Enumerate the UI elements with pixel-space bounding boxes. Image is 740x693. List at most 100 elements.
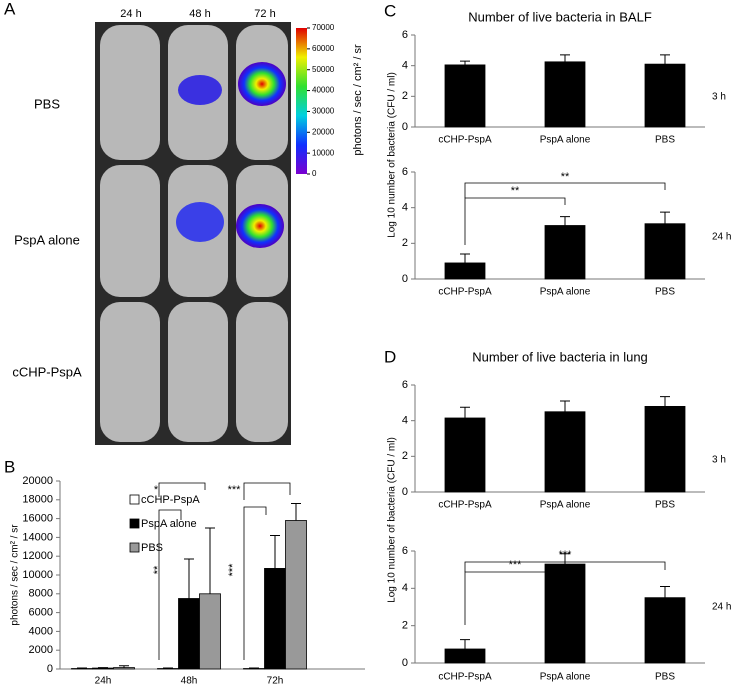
error-bar	[460, 407, 470, 418]
bar	[93, 668, 114, 669]
legend-swatch	[130, 543, 139, 552]
colorbar-label: photons / sec / cm² / sr	[352, 44, 364, 156]
y-axis-label: Log 10 number of bacteria (CFU / ml)	[387, 72, 398, 238]
bar	[286, 520, 307, 669]
colorbar-tick-label: 60000	[312, 44, 335, 53]
y-tick-label: 18000	[22, 494, 53, 506]
bar	[445, 649, 485, 663]
y-tick-label: 6	[402, 166, 408, 178]
bar	[545, 412, 585, 492]
significance-bracket	[159, 510, 181, 660]
significance-bracket	[465, 183, 665, 198]
colorbar-tick-label: 30000	[312, 107, 335, 116]
bar	[445, 418, 485, 492]
chart-title: Number of live bacteria in lung	[472, 349, 648, 364]
error-bar	[660, 397, 670, 407]
significance-label: ***	[559, 549, 573, 561]
x-tick-label: PspA alone	[540, 500, 591, 511]
bar	[545, 62, 585, 127]
colorbar-tick-label: 40000	[312, 86, 335, 95]
legend-label: PBS	[141, 542, 163, 554]
x-tick-label: PspA alone	[540, 672, 591, 683]
time-label: 24 h	[712, 232, 731, 243]
x-tick-label: 48h	[181, 676, 198, 687]
column-label: 48 h	[189, 8, 210, 20]
x-tick-label: 24h	[95, 676, 112, 687]
significance-label: *	[154, 484, 159, 496]
y-tick-label: 4	[402, 202, 408, 214]
error-bar	[270, 536, 280, 569]
bar	[645, 598, 685, 663]
y-tick-label: 14000	[22, 531, 53, 543]
legend-label: PspA alone	[141, 518, 197, 530]
error-bar	[205, 528, 215, 594]
colorbar-tick-label: 50000	[312, 65, 335, 74]
bar	[179, 599, 200, 670]
chart-title: Number of live bacteria in BALF	[468, 9, 652, 24]
panel-label: B	[4, 457, 15, 476]
y-tick-label: 2	[402, 237, 408, 249]
bar	[645, 406, 685, 492]
significance-bracket	[244, 483, 290, 500]
y-tick-label: 2000	[29, 644, 53, 656]
y-tick-label: 0	[402, 273, 408, 285]
time-label: 3 h	[712, 92, 726, 103]
bar	[445, 65, 485, 127]
y-tick-label: 0	[47, 663, 53, 675]
y-tick-label: 0	[402, 486, 408, 498]
significance-label: ***	[228, 484, 242, 496]
y-tick-label: 0	[402, 121, 408, 133]
bar	[265, 568, 286, 669]
y-tick-label: 10000	[22, 569, 53, 581]
significance-label: **	[561, 171, 570, 183]
colorbar-tick-label: 10000	[312, 148, 335, 157]
colorbar-tick-label: 70000	[312, 23, 335, 32]
x-tick-label: cCHP-PspA	[438, 500, 492, 511]
time-label: 3 h	[712, 455, 726, 466]
error-bar	[560, 217, 570, 226]
bar	[545, 564, 585, 663]
row-label: PBS	[34, 96, 60, 111]
error-bar	[560, 401, 570, 412]
y-axis-label: photons / sec / cm² / sr	[10, 524, 21, 626]
x-tick-label: PBS	[655, 287, 675, 298]
y-tick-label: 4000	[29, 625, 53, 637]
y-tick-label: 8000	[29, 588, 53, 600]
panel-label: C	[384, 1, 396, 20]
panel-label: A	[4, 0, 16, 18]
column-label: 72 h	[254, 8, 275, 20]
x-tick-label: cCHP-PspA	[438, 287, 492, 298]
error-bar	[460, 61, 470, 65]
bar	[545, 226, 585, 280]
colorbar-tick-label: 0	[312, 169, 317, 178]
row-label: PspA alone	[14, 232, 80, 247]
colorbar-tick-label: 20000	[312, 127, 335, 136]
y-tick-label: 16000	[22, 513, 53, 525]
y-tick-label: 12000	[22, 550, 53, 562]
y-axis-label: Log 10 number of bacteria (CFU / ml)	[387, 437, 398, 603]
y-tick-label: 4	[402, 415, 408, 427]
error-bar	[660, 55, 670, 64]
significance-label: **	[511, 185, 520, 197]
x-tick-label: PspA alone	[540, 287, 591, 298]
x-tick-label: PBS	[655, 672, 675, 683]
y-tick-label: 6	[402, 29, 408, 41]
error-bar	[291, 504, 301, 521]
column-label: 24 h	[120, 8, 141, 20]
x-tick-label: cCHP-PspA	[438, 672, 492, 683]
error-bar	[660, 586, 670, 597]
bar	[645, 224, 685, 279]
significance-label: **	[152, 565, 164, 574]
significance-label: ***	[227, 563, 239, 577]
significance-bracket	[244, 507, 266, 660]
x-tick-label: 72h	[267, 676, 284, 687]
y-tick-label: 2	[402, 450, 408, 462]
bar	[200, 594, 221, 669]
y-tick-label: 4	[402, 582, 408, 594]
time-label: 24 h	[712, 602, 731, 613]
legend-swatch	[130, 495, 139, 504]
error-bar	[184, 559, 194, 598]
error-bar	[460, 254, 470, 263]
